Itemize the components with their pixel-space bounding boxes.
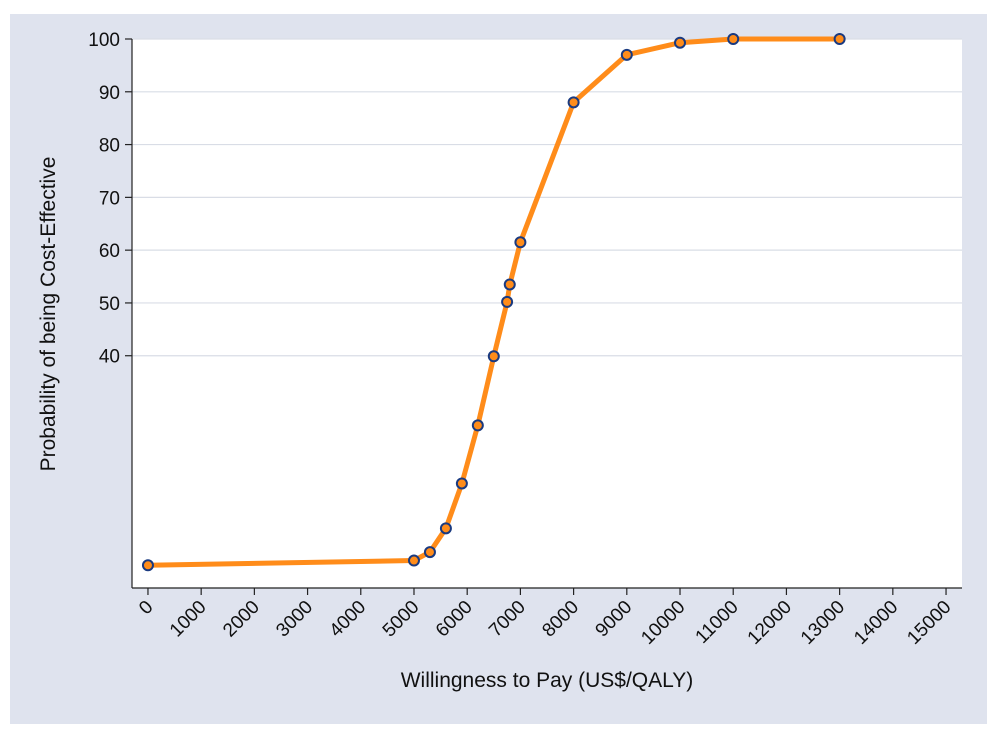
plot-area: [132, 39, 962, 588]
data-point: [407, 554, 420, 567]
y-axis-title: Probability of being Cost-Effective: [37, 157, 60, 472]
chart-background: 40 50 60 70 80 90 100 0 1000 2000 3000 4000 5000 600…: [10, 14, 987, 724]
data-point: [674, 36, 687, 49]
x-tick-label: 15000: [903, 597, 955, 649]
x-tick-label: 14000: [850, 597, 902, 649]
data-point: [727, 33, 740, 45]
data-point: [514, 236, 527, 249]
x-tick-label: 12000: [744, 597, 796, 649]
data-point: [487, 350, 500, 363]
x-tick-label: 4000: [326, 597, 371, 642]
x-tick-label: 0: [135, 597, 157, 619]
data-point: [471, 419, 484, 432]
y-tick-label: 50: [99, 294, 120, 315]
x-tick-label: 5000: [379, 597, 424, 642]
y-tick-label: 100: [88, 30, 120, 51]
x-tick-label: 1000: [166, 597, 211, 642]
data-point: [501, 295, 514, 308]
data-point: [620, 48, 633, 61]
gridlines: [132, 38, 962, 357]
x-tick-label: 11000: [692, 597, 743, 648]
x-axis-title: Willingness to Pay (US$/QALY): [401, 669, 694, 692]
x-axis-ticks: 0 1000 2000 3000 4000 5000 6000 7000 8000 9000 100…: [135, 588, 956, 649]
x-tick-label: 6000: [432, 597, 477, 642]
data-point: [833, 33, 846, 45]
x-tick-label: 13000: [797, 597, 849, 649]
x-tick-label: 10000: [637, 597, 689, 649]
x-tick-label: 9000: [592, 597, 637, 642]
y-tick-label: 40: [99, 347, 120, 368]
data-point: [141, 559, 154, 572]
wtp-probability-chart: 40 50 60 70 80 90 100 0 1000 2000 3000 4000 5000 600…: [37, 30, 962, 692]
x-tick-label: 7000: [485, 597, 530, 642]
y-tick-label: 60: [99, 241, 120, 262]
data-point: [455, 477, 468, 490]
y-tick-label: 80: [99, 136, 120, 157]
y-tick-label: 70: [99, 188, 120, 209]
x-tick-label: 2000: [219, 597, 264, 642]
data-point: [503, 278, 516, 291]
data-point: [439, 522, 452, 535]
y-axis-ticks: 40 50 60 70 80 90 100: [88, 30, 132, 368]
y-tick-label: 90: [99, 83, 120, 104]
series-layer: [141, 33, 846, 572]
x-tick-label: 3000: [272, 597, 317, 642]
x-tick-label: 8000: [538, 597, 583, 642]
data-point: [423, 546, 436, 559]
data-point: [567, 96, 580, 109]
